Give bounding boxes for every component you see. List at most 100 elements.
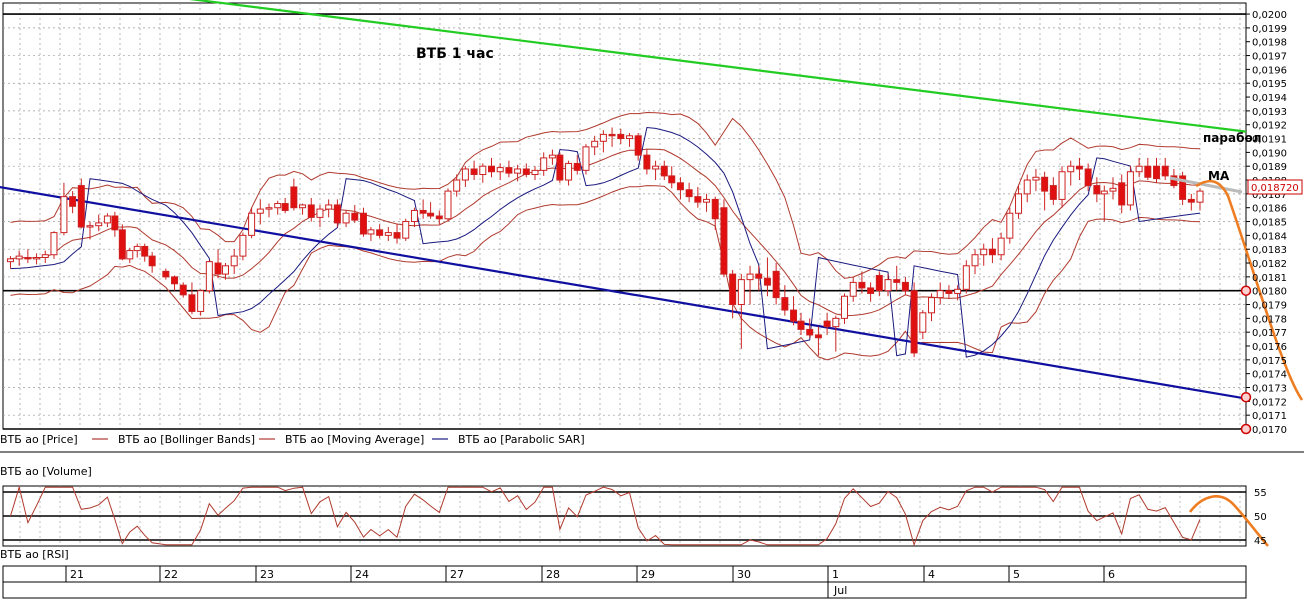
candle-body [316,208,324,218]
forecast-curve [1195,179,1304,401]
candle-body [522,168,530,176]
candle-body [901,281,909,292]
candle-body [643,154,651,170]
candle-body [487,165,495,173]
price-tick-label: 0,0197 [1252,52,1287,63]
candle-body [333,204,341,224]
candle-body [884,279,892,292]
candle-body [307,204,315,218]
candle-body [954,288,962,294]
candle-body [221,265,229,275]
day-label: 28 [546,568,560,581]
chart-title: ВТБ 1 час [416,46,494,62]
candle-body [1084,168,1092,187]
candle-body [205,261,213,292]
candle-body [790,309,798,322]
time-axis: 21 22 23 24 27 28 29 30 1 4 5 6 [65,566,1115,598]
candle-body [729,273,737,306]
day-label: 22 [164,568,178,581]
candle-body [1075,165,1083,170]
candle-body [359,212,367,235]
candle-body [814,334,822,339]
bollinger-upper [10,111,1201,279]
price-tick-label: 0,0177 [1252,328,1287,339]
candle-body [867,287,875,294]
candle-body [188,294,196,312]
candle-body [849,281,857,297]
candle-body [393,232,401,239]
candle-body [711,198,719,220]
annotation-ma: MA [1208,169,1230,183]
candle-body [496,167,504,173]
price-tick-label: 0,0175 [1252,356,1287,367]
candle-body [531,169,539,176]
candle-body [652,165,660,170]
trendline [0,186,1247,400]
candle-body [179,284,187,296]
candle-body [118,229,126,260]
bollinger-lower [10,185,1201,361]
day-label: 29 [641,568,655,581]
price-axis: 0,0200 0,0199 0,0198 0,0197 0,0196 0,0195 0,01… [1246,10,1287,436]
candle-body [274,203,282,209]
candle-body [1058,171,1066,200]
legend: ВТБ ао [Price] ВТБ ао [Bollinger Bands] ВТ… [0,433,585,446]
candle-body [1067,165,1075,173]
candle-body [806,328,814,336]
price-tick-label: 0,0173 [1252,384,1287,395]
candle-body [841,295,849,319]
annotation-parabolic: парабол [1203,131,1262,145]
candle-body [444,190,452,220]
bollinger-bands [10,111,1201,361]
candle-body [1179,175,1187,200]
candle-body [50,232,58,256]
candle-body [453,179,461,192]
candle-body [33,256,41,260]
candle-body [1109,187,1117,192]
price-tick-label: 0,0171 [1252,411,1287,422]
candle-body [668,175,676,184]
rsi-tick-label: 55 [1254,488,1267,499]
day-label: 21 [70,568,84,581]
candle-body [1041,176,1049,192]
price-tick-label: 0,0198 [1252,38,1287,49]
price-tick-label: 0,0178 [1252,314,1287,325]
candle-body [1135,165,1143,173]
price-tick-label: 0,0189 [1252,162,1287,173]
candle-body [1187,198,1195,203]
rsi-polyline [10,485,1201,547]
candle-body [591,140,599,148]
candle-body [685,189,693,198]
candle-body [582,146,590,171]
candle-body [514,168,522,174]
candle-body [737,279,745,306]
candle-body [435,215,443,220]
price-tick-label: 0,0194 [1252,93,1287,104]
candle-body [162,270,170,278]
candle-body [797,320,805,330]
candles [6,127,1204,358]
price-tick-label: 0,0191 [1252,135,1287,146]
candle-body [875,274,883,292]
candle-body [1196,190,1204,203]
candle-body [945,290,953,294]
ma-extension [1169,176,1243,194]
day-label: 4 [928,568,935,581]
legend-label: ВТБ ао [Parabolic SAR] [458,433,585,446]
candle-body [290,186,298,209]
candle-body [133,245,141,252]
price-tick-label: 0,0181 [1252,273,1287,284]
candle-body [910,290,918,354]
candle-body [980,248,988,256]
candle-body [660,165,668,177]
candle-body [1118,182,1126,206]
rsi-axis: 55 50 45 [1254,488,1267,547]
day-label: 30 [737,568,751,581]
candle-body [230,255,238,267]
day-label: 6 [1108,568,1115,581]
candle-body [763,277,771,286]
price-pane-frame [2,2,1247,430]
candle-body [402,221,410,239]
candle-body [781,297,789,311]
